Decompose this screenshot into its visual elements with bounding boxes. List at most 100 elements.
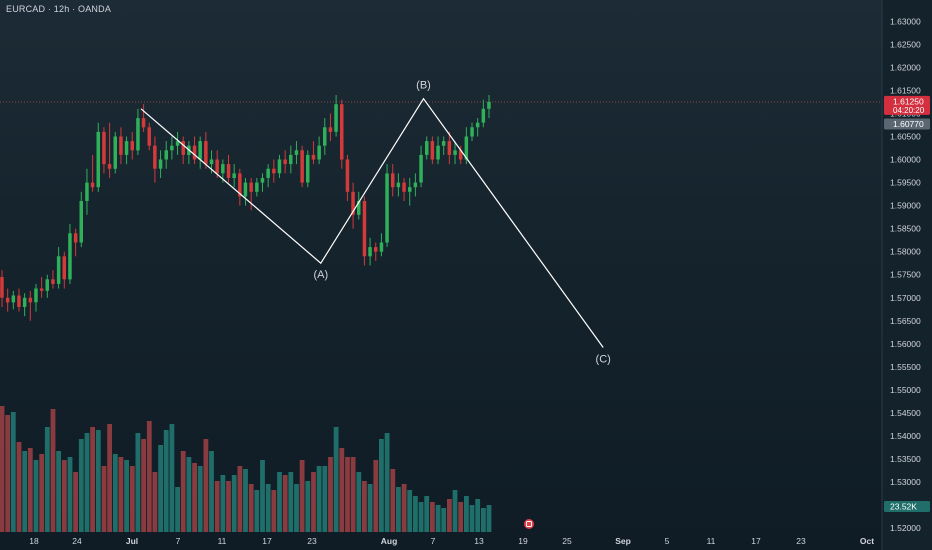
time-tick-label: 17 <box>751 536 761 546</box>
volume-bar <box>288 472 294 532</box>
volume-bar <box>90 427 95 532</box>
volume-bar <box>248 484 254 532</box>
volume-bar <box>22 451 28 532</box>
volume-bar <box>243 469 248 532</box>
candle-body <box>357 201 361 215</box>
time-tick-label: Sep <box>615 536 631 546</box>
candle-body <box>323 127 327 146</box>
volume-bar <box>5 415 11 532</box>
candle-body <box>11 295 16 303</box>
candle-body <box>294 150 299 155</box>
volume-bar <box>294 484 299 532</box>
volume-bar <box>464 496 469 532</box>
time-tick-label: Jul <box>126 536 138 546</box>
candle-body <box>107 164 112 169</box>
candle-body <box>39 288 44 291</box>
candle-body <box>345 159 350 192</box>
volume-bar <box>27 448 33 532</box>
candle-body <box>56 256 61 284</box>
candle-body <box>68 233 72 280</box>
volume-bar <box>209 451 214 532</box>
candle-body <box>226 164 231 178</box>
candle-body <box>340 104 344 160</box>
elliott-wave-lines: (A) (B) (C) <box>140 80 611 366</box>
volume-bar <box>163 430 169 532</box>
candle-body <box>419 154 423 183</box>
volume-bar <box>339 448 345 532</box>
candle-body <box>300 150 304 183</box>
volume-bar <box>197 466 203 532</box>
candle-body <box>385 173 389 243</box>
volume-bar <box>73 472 78 532</box>
candle-body <box>5 297 10 303</box>
volume-bar <box>373 460 379 532</box>
candle-body <box>85 182 89 201</box>
candle-body <box>164 150 168 160</box>
candle-body <box>158 159 163 169</box>
volume-bar <box>413 496 418 532</box>
price-tick-label: 1.60000 <box>890 155 921 165</box>
volume-bar <box>350 457 356 532</box>
price-tick-label: 1.58500 <box>890 224 921 234</box>
volume-bar <box>175 487 180 532</box>
time-tick-label: 23 <box>796 536 806 546</box>
volume-bar <box>16 442 22 532</box>
candle-body <box>334 104 338 132</box>
price-tick-label: 1.58000 <box>890 247 921 257</box>
volume-value: 23.52K <box>890 502 917 512</box>
volume-bar <box>265 484 271 532</box>
volume-bar <box>214 481 220 532</box>
candle-body <box>243 182 248 197</box>
volume-bar <box>396 487 401 532</box>
candle-body <box>90 182 95 188</box>
price-tick-label: 1.54000 <box>890 431 921 441</box>
volume-badge <box>884 501 930 512</box>
price-tick-label: 1.56000 <box>890 339 921 349</box>
candle-body <box>272 168 276 174</box>
candle-body <box>198 141 202 160</box>
candle-body <box>51 279 55 284</box>
price-tick-label: 1.55000 <box>890 385 921 395</box>
current-price-badge <box>884 95 930 115</box>
candle-body <box>464 136 469 160</box>
volume-bar <box>152 472 158 532</box>
volume-bar <box>435 505 441 532</box>
volume-bar <box>61 460 67 532</box>
volume-bar <box>226 481 231 532</box>
candle-body <box>209 159 214 165</box>
wave-label-a: (A) <box>313 269 328 281</box>
time-tick-label: 5 <box>665 536 670 546</box>
candle-body <box>328 127 333 132</box>
candle-body <box>311 154 316 160</box>
candle-body <box>45 279 49 291</box>
volume-bar <box>333 427 339 532</box>
candle-body <box>221 164 225 174</box>
time-tick-label: 19 <box>518 536 528 546</box>
volume-bar <box>390 469 396 532</box>
candle-body <box>260 178 265 183</box>
time-tick-label: 7 <box>176 536 181 546</box>
volume-bar <box>220 475 226 532</box>
price-tick-label: 1.60500 <box>890 132 921 142</box>
candle-body <box>396 182 401 188</box>
candle-body <box>391 173 395 188</box>
candle-body <box>147 127 151 146</box>
price-axis-bg <box>882 0 932 550</box>
candle-body <box>277 159 282 174</box>
volume-bar <box>141 439 146 532</box>
volume-bar <box>322 466 328 532</box>
price-tick-label: 1.59500 <box>890 178 921 188</box>
candle-body <box>136 118 140 151</box>
candle-body <box>124 141 129 155</box>
volume-bar <box>129 466 135 532</box>
axes: 1.630001.625001.620001.615001.610001.605… <box>29 0 932 550</box>
event-marker-glyph <box>526 521 532 527</box>
volume-bar <box>78 439 84 532</box>
candle-body <box>430 141 435 160</box>
volume-bar <box>282 475 288 532</box>
volume-bar <box>192 463 197 532</box>
volume-bar <box>469 505 475 532</box>
candle-body <box>102 131 106 165</box>
candle-body <box>487 101 491 109</box>
